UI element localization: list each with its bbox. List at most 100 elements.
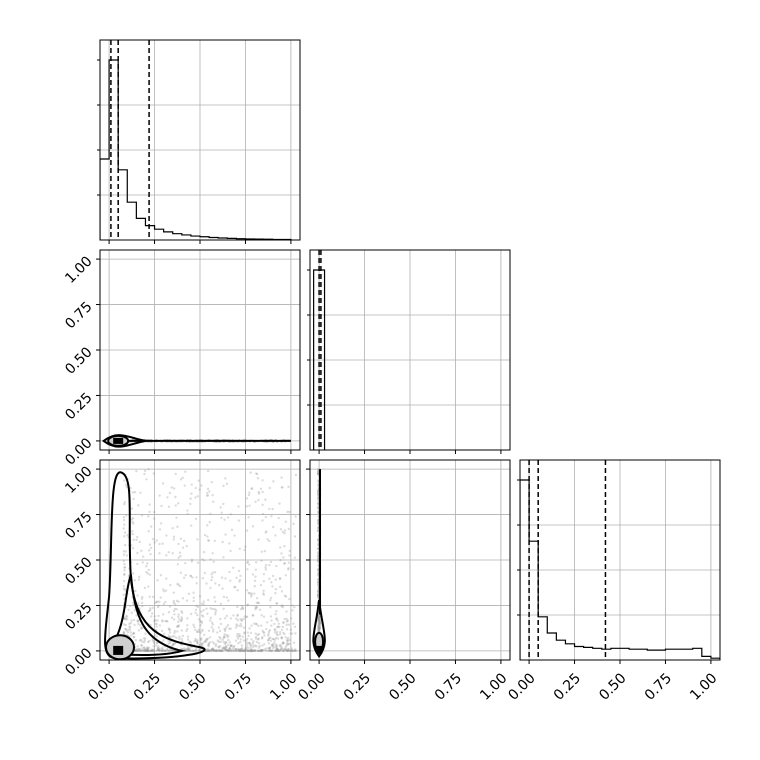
scatter-point	[132, 538, 135, 542]
scatter-point	[274, 649, 278, 653]
scatter-point	[275, 564, 278, 568]
scatter-point	[211, 552, 214, 555]
scatter-point	[206, 648, 210, 651]
scatter-point	[186, 649, 190, 653]
scatter-point	[270, 649, 274, 653]
scatter-point	[177, 613, 180, 616]
scatter-point	[137, 578, 141, 581]
scatter-point	[124, 550, 127, 553]
scatter-point	[317, 617, 321, 621]
scatter-point	[316, 519, 320, 522]
scatter-point	[140, 601, 144, 605]
scatter-point	[317, 617, 320, 620]
scatter-point	[279, 528, 283, 531]
scatter-point	[123, 531, 127, 534]
scatter-point	[142, 649, 146, 653]
scatter-point	[154, 619, 157, 622]
scatter-point	[167, 611, 171, 614]
scatter-point	[140, 549, 143, 552]
scatter-point	[241, 607, 245, 610]
scatter-point	[317, 627, 321, 630]
scatter-point	[122, 559, 126, 563]
scatter-point	[161, 620, 164, 623]
scatter-point	[280, 648, 283, 651]
scatter-point	[203, 639, 207, 643]
scatter-point	[317, 581, 320, 585]
scatter-point	[285, 644, 288, 647]
scatter-point	[241, 649, 244, 653]
scatter-point	[160, 649, 164, 653]
scatter-point	[280, 645, 283, 648]
scatter-point	[277, 649, 280, 653]
scatter-point	[273, 638, 277, 641]
scatter-point	[170, 486, 173, 489]
scatter-point	[316, 493, 320, 497]
scatter-point	[134, 638, 138, 642]
scatter-point	[122, 623, 126, 626]
scatter-point	[260, 649, 263, 652]
scatter-point	[205, 582, 208, 585]
scatter-point	[278, 644, 282, 648]
scatter-point	[206, 612, 209, 615]
scatter-point	[258, 649, 262, 653]
scatter-point	[198, 647, 201, 651]
scatter-point	[207, 539, 210, 542]
scatter-point	[146, 649, 149, 653]
scatter-point	[316, 556, 320, 559]
scatter-point	[254, 607, 258, 610]
scatter-point	[318, 618, 321, 621]
scatter-point	[238, 649, 241, 653]
scatter-point	[192, 649, 195, 653]
scatter-point	[317, 519, 320, 522]
scatter-point	[164, 649, 167, 653]
scatter-point	[318, 626, 321, 630]
scatter-point	[155, 625, 158, 628]
scatter-point	[186, 617, 189, 620]
scatter-point	[154, 601, 157, 605]
scatter-point	[239, 574, 242, 578]
scatter-point	[217, 649, 221, 652]
scatter-point	[317, 625, 320, 628]
scatter-point	[181, 546, 185, 549]
scatter-point	[136, 562, 139, 566]
scatter-point	[221, 587, 224, 590]
scatter-point	[245, 615, 249, 619]
scatter-point	[160, 649, 164, 652]
scatter-point	[181, 647, 184, 651]
scatter-point	[224, 647, 227, 650]
scatter-point	[278, 546, 282, 549]
scatter-point	[286, 649, 289, 652]
scatter-point	[180, 637, 183, 641]
scatter-point	[267, 642, 271, 645]
scatter-point	[317, 502, 320, 506]
scatter-point	[212, 500, 215, 503]
scatter-point	[177, 556, 181, 559]
scatter-point	[149, 552, 152, 556]
scatter-point	[279, 630, 282, 634]
scatter-point	[240, 649, 243, 652]
scatter-point	[124, 617, 128, 620]
scatter-point	[285, 617, 288, 621]
scatter-point	[257, 637, 260, 641]
y-tick-label: 0.75	[62, 299, 95, 332]
scatter-point	[316, 627, 320, 631]
contour-middle	[107, 574, 186, 656]
scatter-point	[293, 556, 297, 559]
scatter-point	[173, 635, 176, 638]
scatter-point	[211, 493, 214, 497]
scatter-point	[228, 647, 232, 650]
scatter-point	[156, 641, 159, 645]
scatter-point	[177, 542, 180, 546]
scatter-point	[123, 501, 126, 504]
scatter-point	[132, 522, 135, 525]
scatter-point	[317, 529, 320, 532]
scatter-point	[195, 582, 198, 585]
scatter-point	[161, 619, 164, 622]
scatter-point	[165, 577, 168, 580]
scatter-point	[275, 609, 278, 613]
scatter-point	[205, 649, 209, 653]
scatter-point	[266, 621, 269, 624]
scatter-point	[228, 641, 232, 644]
scatter-point	[211, 648, 215, 651]
scatter-point	[218, 649, 221, 652]
